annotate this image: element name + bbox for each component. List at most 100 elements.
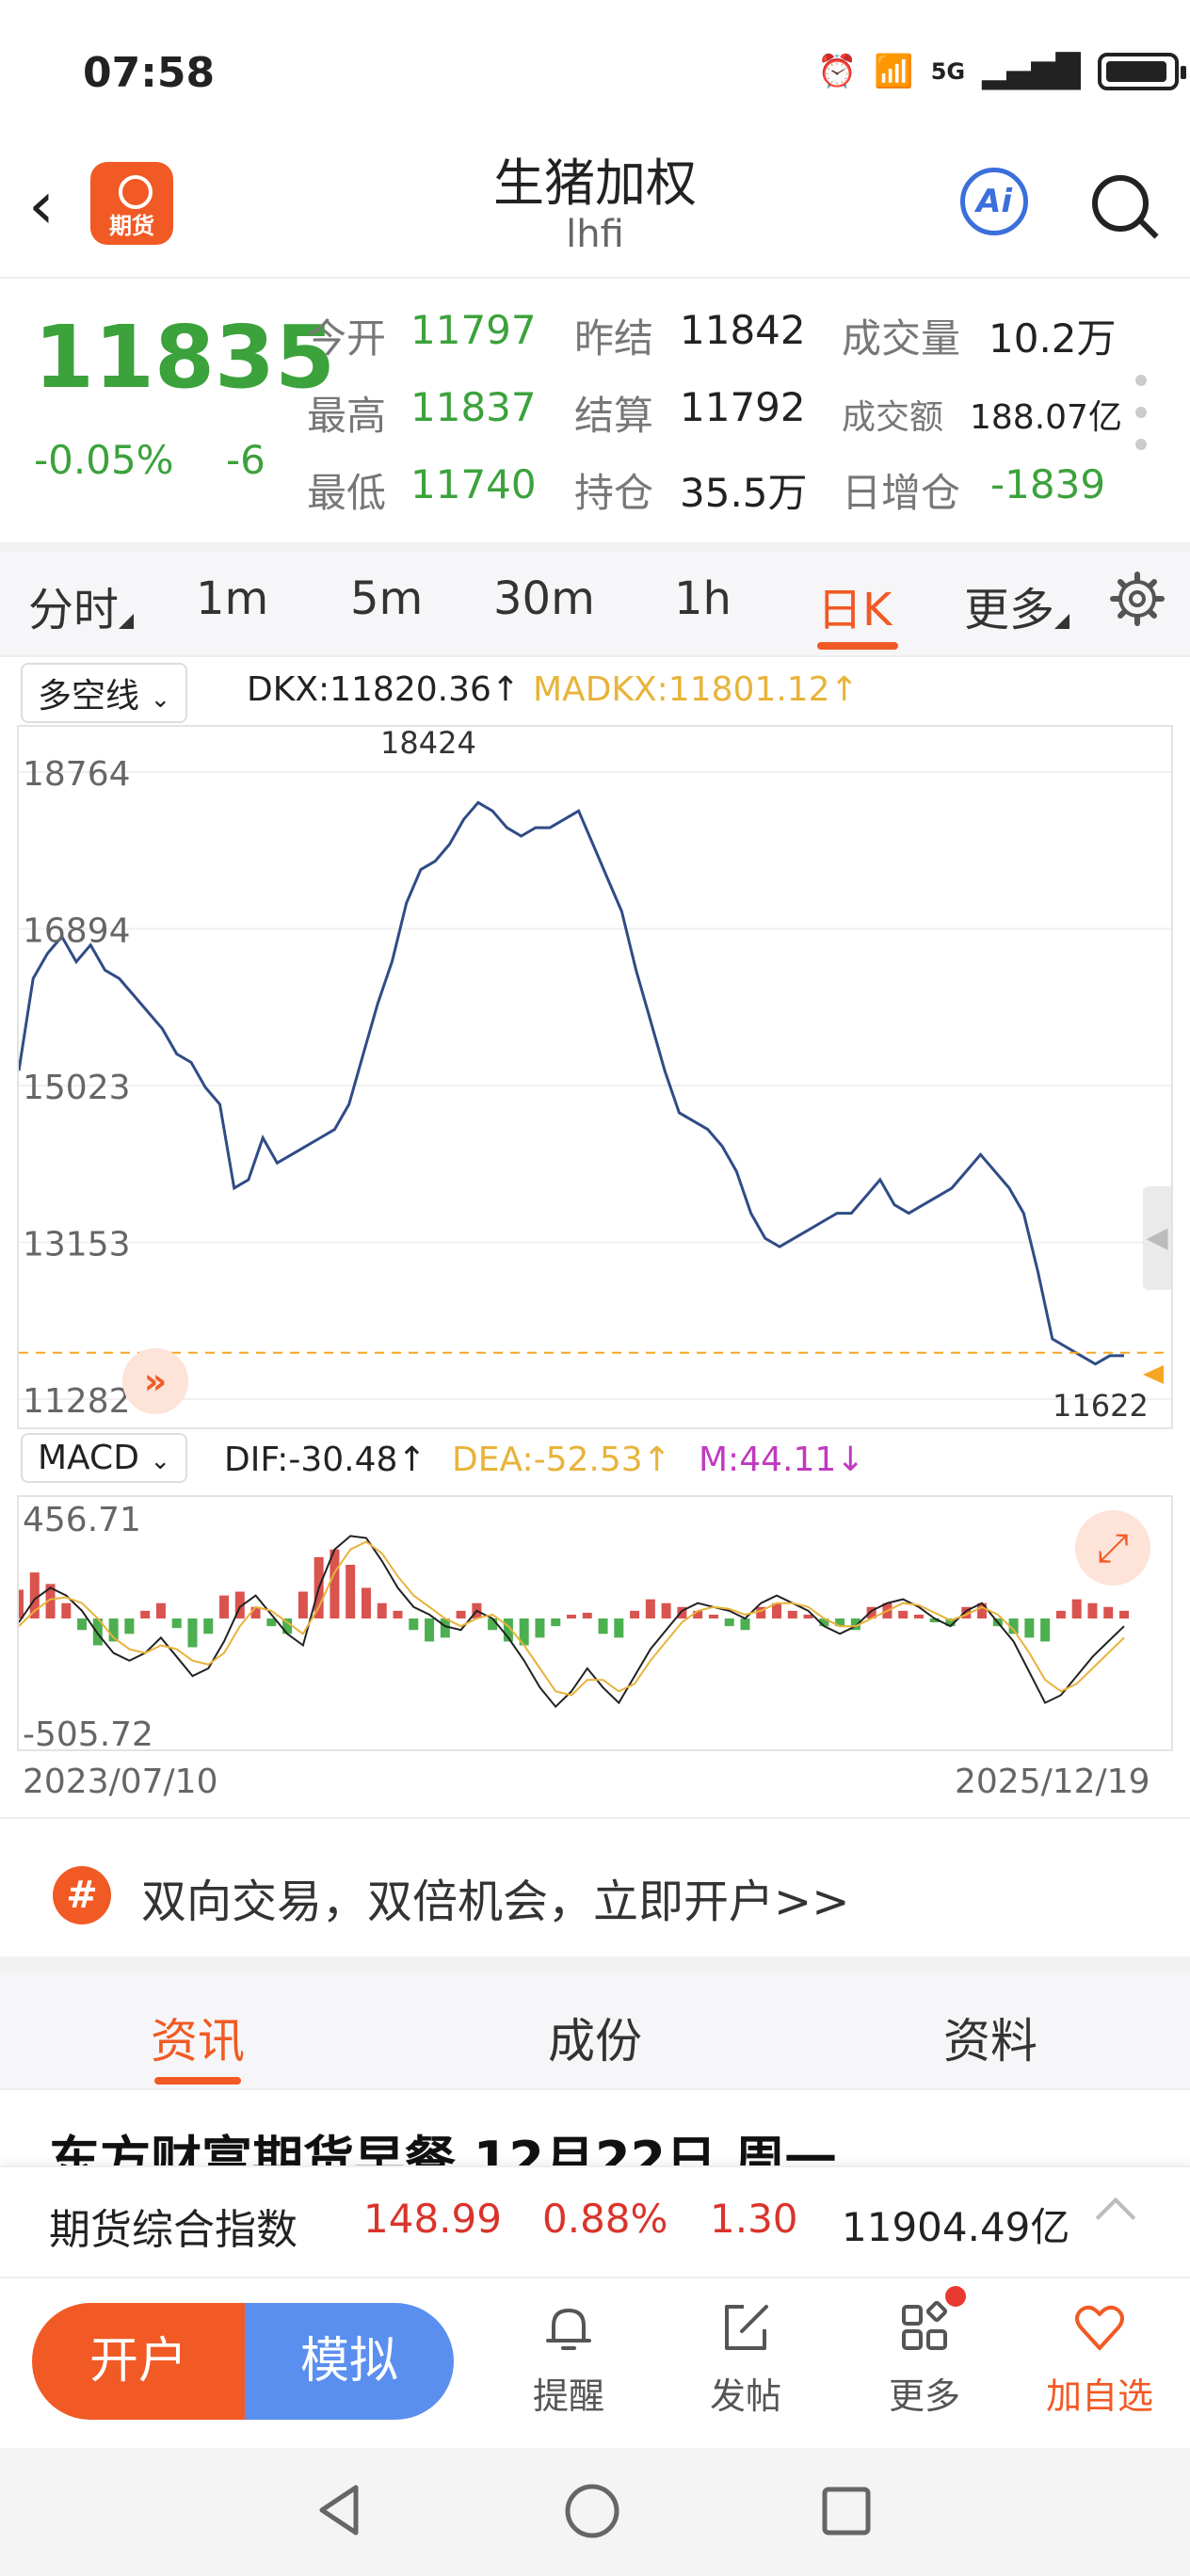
- settle-value: 11792: [680, 384, 806, 430]
- promo-banner[interactable]: [0, 1817, 1190, 1973]
- demo-trading-button[interactable]: 模拟: [245, 2303, 454, 2420]
- fast-forward-icon[interactable]: »: [122, 1348, 188, 1414]
- system-back-icon[interactable]: [314, 2482, 363, 2538]
- nav-post[interactable]: 发帖: [689, 2297, 802, 2419]
- news-headline[interactable]: 东方财富期货早餐 12月22日 周一: [49, 2131, 836, 2165]
- last-price-marker-icon: [1143, 1365, 1164, 1384]
- low-annotation: 11622: [1053, 1388, 1149, 1424]
- chevron-down-icon: ⌄: [150, 685, 171, 714]
- macd-bar: [361, 1587, 371, 1619]
- macd-bar: [61, 1602, 72, 1619]
- low-value: 11740: [410, 461, 537, 507]
- nav-alert[interactable]: 提醒: [512, 2297, 625, 2419]
- madkx-value: MADKX:11801.12↑: [533, 670, 859, 709]
- futures-logo: 期货: [90, 162, 173, 245]
- macd-bar: [630, 1610, 640, 1619]
- macd-bar: [377, 1602, 387, 1619]
- macd-bar: [1103, 1606, 1114, 1619]
- index-ticker-bar[interactable]: [0, 2165, 1190, 2278]
- tab-daily-k[interactable]: 日K: [817, 584, 892, 636]
- tab-5m[interactable]: 5m: [350, 572, 424, 625]
- page-title: 生猪加权: [493, 153, 697, 213]
- tab-30m[interactable]: 30m: [493, 572, 595, 625]
- price-chart[interactable]: 18764 16894 15023 13153 11282: [19, 727, 1171, 1427]
- settle-label: 结算: [574, 393, 654, 439]
- macd-bar: [835, 1618, 845, 1627]
- tab-timeshare[interactable]: 分时: [28, 572, 135, 638]
- change-value: -6: [226, 437, 265, 483]
- price-chart-frame: [17, 725, 1173, 1429]
- macd-bar: [961, 1606, 972, 1619]
- tab-profile[interactable]: 资料: [943, 2014, 1037, 2069]
- macd-bar: [645, 1599, 655, 1619]
- change-percent: -0.05%: [34, 437, 174, 483]
- macd-bar: [819, 1618, 829, 1627]
- system-home-icon[interactable]: [563, 2482, 621, 2540]
- macd-chart[interactable]: 456.71 -505.72: [19, 1497, 1171, 1749]
- turnover-label: 成交额: [842, 398, 944, 437]
- collapse-handle-icon[interactable]: ◀: [1143, 1186, 1171, 1290]
- tab-components[interactable]: 成份: [548, 2014, 642, 2069]
- open-interest-label: 持仓: [574, 470, 654, 516]
- volume-label: 成交量: [842, 315, 961, 362]
- dkx-value: DKX:11820.36↑: [247, 670, 521, 709]
- edit-icon: [725, 2305, 768, 2350]
- macd-bar: [1040, 1618, 1051, 1642]
- macd-bar: [425, 1618, 435, 1642]
- tab-1m[interactable]: 1m: [196, 572, 269, 625]
- period-tabs: [0, 552, 1190, 657]
- y-tick-label: 13153: [23, 1225, 131, 1264]
- macd-bar: [1087, 1602, 1098, 1619]
- macd-bar: [661, 1602, 671, 1619]
- macd-bar: [266, 1618, 277, 1627]
- macd-bar: [677, 1606, 687, 1619]
- end-date: 2025/12/19: [955, 1763, 1150, 1801]
- macd-bar: [298, 1591, 308, 1619]
- nav-more[interactable]: 更多: [868, 2297, 981, 2419]
- macd-bar: [866, 1606, 876, 1619]
- y-tick-label: 456.71: [23, 1501, 141, 1539]
- nav-add-watchlist[interactable]: 加自选: [1043, 2297, 1156, 2419]
- index-percent: 0.88%: [542, 2196, 668, 2242]
- back-icon[interactable]: ‹: [28, 167, 55, 244]
- open-label: 今开: [307, 315, 387, 362]
- macd-bar: [155, 1602, 166, 1619]
- macd-bar: [330, 1549, 340, 1619]
- high-annotation: 18424: [380, 725, 476, 761]
- gear-icon[interactable]: [1109, 571, 1166, 627]
- sub-indicator-select[interactable]: MACD ⌄: [21, 1433, 188, 1483]
- expand-icon[interactable]: ⤢: [1075, 1510, 1150, 1586]
- macd-bar: [1008, 1618, 1019, 1634]
- main-indicator-select[interactable]: 多空线 ⌄: [21, 663, 188, 723]
- open-account-button[interactable]: 开户: [32, 2303, 245, 2420]
- macd-bar: [708, 1614, 718, 1619]
- macd-bar: [456, 1610, 466, 1619]
- status-time: 07:58: [83, 49, 216, 97]
- macd-bar: [346, 1564, 356, 1619]
- index-value: 148.99: [363, 2196, 502, 2242]
- divider: [0, 542, 1190, 552]
- macd-bar: [108, 1618, 119, 1642]
- system-recents-icon[interactable]: [821, 2486, 872, 2536]
- tab-news[interactable]: 资讯: [151, 2014, 245, 2069]
- header: [0, 141, 1190, 279]
- status-bar: [0, 0, 1190, 141]
- turnover-value: 188.07亿: [970, 398, 1122, 437]
- battery-icon: [1097, 53, 1186, 90]
- more-dots-icon[interactable]: [1135, 375, 1149, 450]
- search-icon[interactable]: [1092, 175, 1149, 232]
- daily-oi-change-value: -1839: [990, 461, 1106, 507]
- tab-1h[interactable]: 1h: [674, 572, 732, 625]
- macd-bar: [519, 1618, 529, 1646]
- hashtag-icon: #: [53, 1866, 111, 1924]
- tab-more[interactable]: 更多: [964, 572, 1070, 638]
- macd-bar: [772, 1602, 782, 1619]
- ai-assistant-icon[interactable]: Ai: [960, 168, 1028, 235]
- promo-text[interactable]: 双向交易，双倍机会，立即开户>>: [141, 1876, 850, 1928]
- macd-chart-frame: [17, 1495, 1173, 1751]
- dea-series-line: [19, 1540, 1125, 1697]
- signal-icon: ▂▄▆█: [982, 53, 1081, 90]
- network-label: 5G: [930, 58, 966, 85]
- macd-bar: [740, 1618, 750, 1631]
- chevron-down-icon: ⌄: [150, 1447, 171, 1475]
